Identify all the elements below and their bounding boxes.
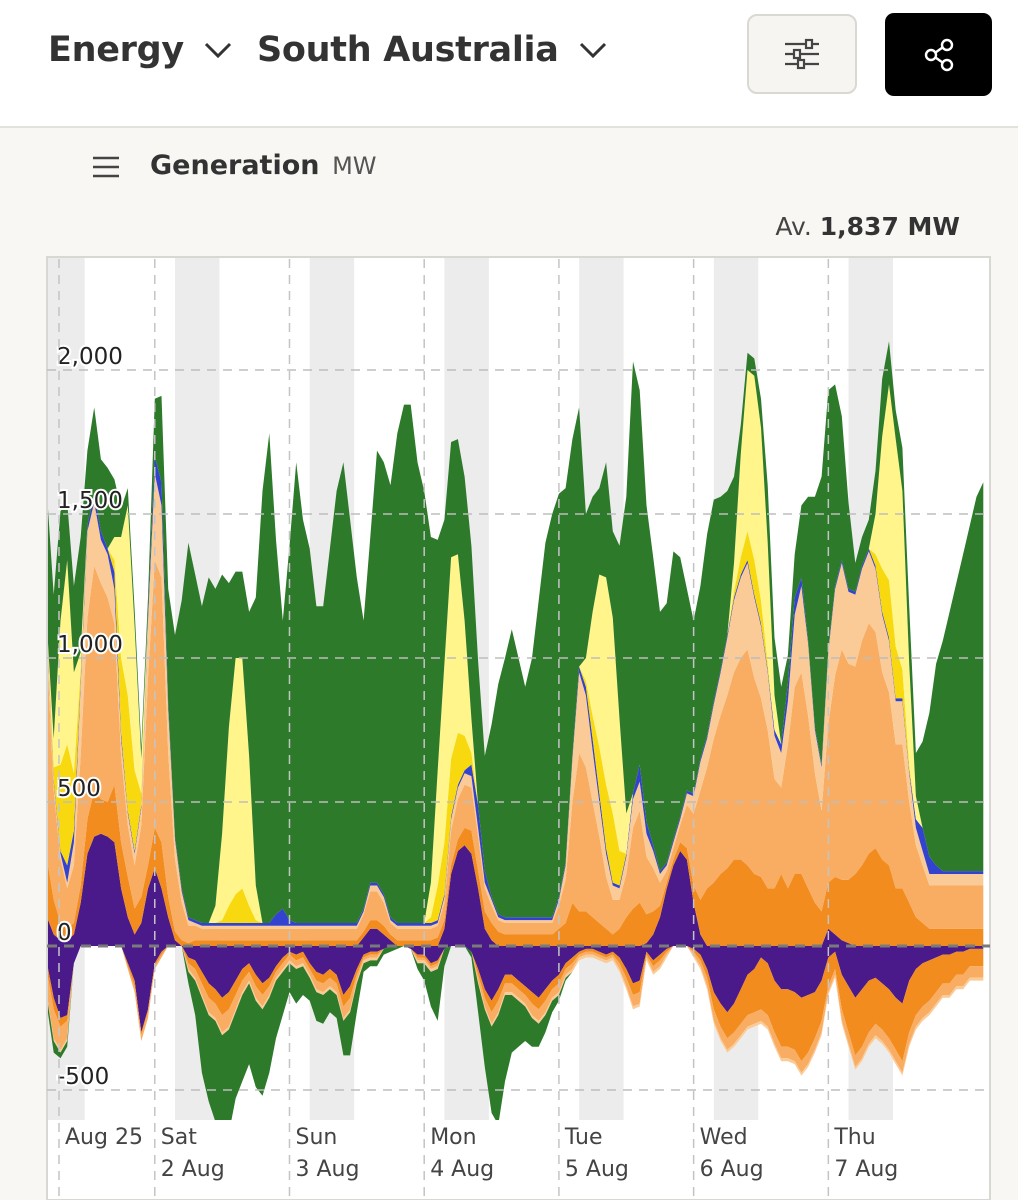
x-tick-label: Wed (700, 1125, 748, 1150)
series-area-wind_green[interactable] (27, 341, 984, 923)
series-area-coal_gas_purple[interactable] (27, 833, 984, 946)
x-tick-label: Mon (430, 1125, 476, 1150)
series-area-neg-gas_light[interactable] (27, 946, 984, 1076)
chevron-down-icon (579, 42, 606, 59)
top-bar: Energy South Australia (0, 0, 1018, 128)
series-area-neg-gas_orange[interactable] (27, 946, 984, 1073)
average-readout: Av. 1,837 MW (775, 212, 960, 241)
x-tick-label: 5 Aug (565, 1157, 629, 1182)
energy-dropdown[interactable]: Energy (48, 30, 232, 70)
x-tick-label: 7 Aug (834, 1157, 898, 1182)
y-tick-label: 1,500 (57, 488, 123, 514)
x-tick-label: 2 Aug (161, 1157, 225, 1182)
y-tick-label: 2,000 (57, 344, 123, 370)
filter-button[interactable] (747, 14, 857, 94)
series-area-neg-wind_green[interactable] (27, 946, 984, 1145)
x-tick-label: Sun (295, 1125, 337, 1150)
panel-title-text: Generation (150, 150, 320, 181)
share-icon (924, 38, 953, 71)
series-area-gas_orange[interactable] (27, 560, 984, 944)
x-tick-label: 6 Aug (700, 1157, 764, 1182)
average-value: 1,837 MW (819, 212, 960, 241)
y-tick-label: 1,000 (57, 632, 123, 658)
x-tick-label: Thu (833, 1125, 875, 1150)
x-tick-label: 3 Aug (295, 1157, 359, 1182)
panel-title: Generation MW (150, 150, 377, 181)
y-tick-label: 500 (57, 776, 101, 802)
region-dropdown[interactable]: South Australia (257, 30, 607, 70)
x-tick-label: Tue (564, 1125, 603, 1150)
region-dropdown-label: South Australia (257, 30, 559, 70)
series-area-neg-coal_gas_purple[interactable] (27, 946, 984, 1033)
hamburger-menu-icon[interactable] (92, 156, 120, 178)
x-tick-label: Aug 25 (65, 1125, 143, 1150)
sliders-icon (785, 38, 819, 70)
energy-dropdown-label: Energy (48, 30, 184, 70)
series-area-gas_dark_orange[interactable] (27, 784, 984, 946)
y-tick-label: 0 (57, 920, 72, 946)
panel-title-unit: MW (332, 152, 377, 180)
share-button[interactable] (885, 13, 992, 96)
series-area-gas_light[interactable] (27, 473, 984, 929)
chevron-down-icon (204, 42, 231, 59)
series-area-neg-gas_dark_orange[interactable] (27, 946, 984, 1062)
average-prefix: Av. (775, 212, 812, 241)
x-tick-label: 4 Aug (430, 1157, 494, 1182)
x-tick-label: Sat (161, 1125, 197, 1150)
series-area-rooftop_light_yellow[interactable] (27, 370, 984, 923)
y-tick-label: -500 (57, 1064, 109, 1090)
